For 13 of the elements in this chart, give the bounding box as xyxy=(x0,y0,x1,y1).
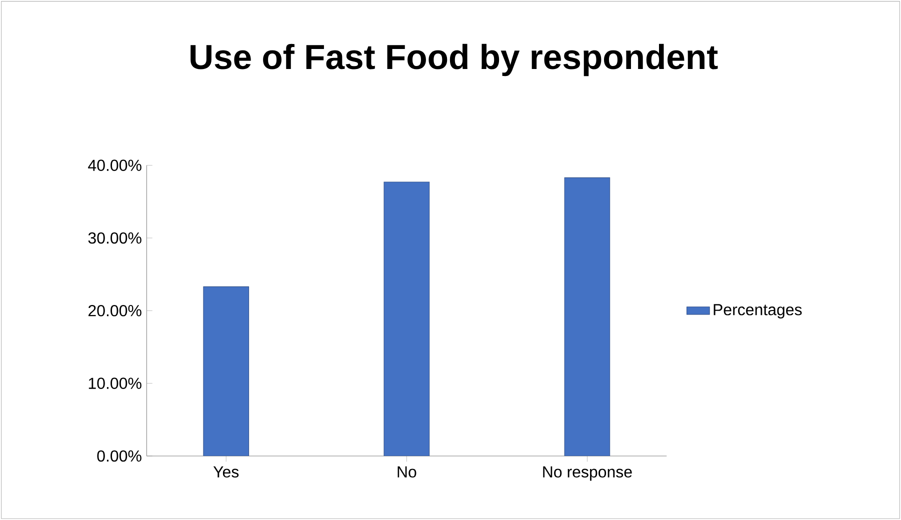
bar xyxy=(203,286,250,456)
bar xyxy=(384,182,430,456)
chart-title: Use of Fast Food by respondent xyxy=(190,44,718,76)
x-tick-label: No response xyxy=(543,466,632,481)
y-tick-label: 0.00% xyxy=(97,450,142,462)
x-tick-label: Yes xyxy=(213,466,239,478)
y-tick-label: 40.00% xyxy=(88,160,142,171)
y-tick-label: 30.00% xyxy=(88,232,142,244)
y-tick-label: 10.00% xyxy=(88,378,142,389)
x-tick-label: No xyxy=(398,466,416,478)
bar xyxy=(564,177,610,456)
legend-label: Percentages xyxy=(714,304,802,318)
y-tick-label: 20.00% xyxy=(88,304,142,316)
